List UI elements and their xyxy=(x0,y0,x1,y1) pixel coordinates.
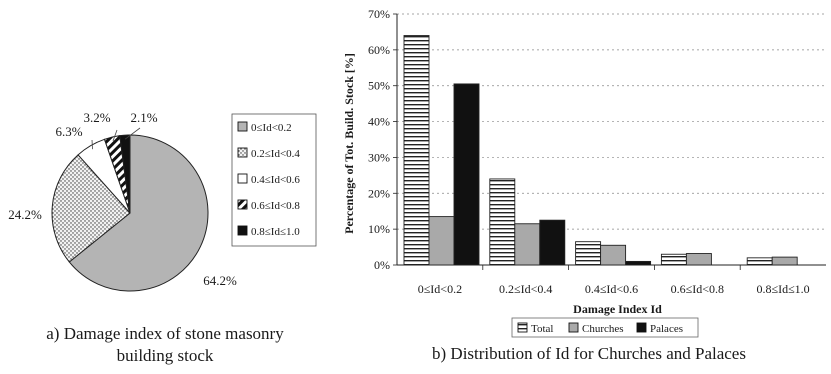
pie-legend: 0≤Id<0.2 0.2≤Id<0.4 0.4≤Id<0.6 0.6≤Id<0.8 0.… xyxy=(231,113,317,247)
bar xyxy=(600,244,627,266)
pie-leader-line xyxy=(112,129,118,142)
pie-caption-line-2: building stock xyxy=(116,346,214,365)
bar-chart: 0% 10% 20% 30% 40% 50% 60% 70% 0≤Id<0.2 0.2≤Id<0.… xyxy=(342,7,826,338)
bar xyxy=(453,83,480,266)
y-axis-title: Percentage of Tot. Build. Stock [%] xyxy=(342,53,356,234)
y-tick-label: 70% xyxy=(368,7,390,21)
bar xyxy=(403,35,430,266)
bar xyxy=(489,178,516,266)
pie-leader-line xyxy=(91,139,93,150)
bar xyxy=(625,260,652,266)
bar xyxy=(660,253,687,266)
bar-caption: b) Distribution of Id for Churches and P… xyxy=(432,344,746,363)
bar xyxy=(514,223,541,266)
bar xyxy=(746,257,773,266)
y-tick-label: 60% xyxy=(368,43,390,57)
legend-label: Total xyxy=(531,323,553,335)
pie-leader-line xyxy=(124,127,141,140)
legend-label: 0≤Id<0.2 xyxy=(251,122,292,134)
bar xyxy=(685,253,712,266)
pie-chart xyxy=(51,134,209,292)
pie-slice xyxy=(51,154,131,263)
legend-label: 0.8≤Id≤1.0 xyxy=(251,226,300,238)
bar xyxy=(771,256,798,266)
pie-slice-labels: 64.2% 24.2% 6.3%3.2% 2.1% xyxy=(8,110,237,288)
pie-slice-label: 3.2% xyxy=(83,110,110,125)
x-tick-label: 0.2≤Id<0.4 xyxy=(499,282,552,296)
legend-label: Churches xyxy=(582,323,624,335)
pie-slice xyxy=(68,134,209,292)
legend-swatch xyxy=(568,322,579,333)
legend-label: 0.4≤Id<0.6 xyxy=(251,174,300,186)
pie-slice-label: 64.2% xyxy=(203,273,237,288)
x-tick-label: 0≤Id<0.2 xyxy=(418,282,462,296)
legend-swatch xyxy=(237,147,248,158)
y-tick-label: 0% xyxy=(374,258,390,272)
legend-swatch xyxy=(237,199,248,210)
x-tick-label: 0.4≤Id<0.6 xyxy=(585,282,638,296)
legend-swatch xyxy=(237,225,248,236)
y-tick-label: 10% xyxy=(368,222,390,236)
y-tick-label: 40% xyxy=(368,115,390,129)
y-tick-label: 20% xyxy=(368,186,390,200)
legend-swatch xyxy=(237,173,248,184)
legend-label: 0.6≤Id<0.8 xyxy=(251,200,300,212)
x-tick-label: 0.8≤Id≤1.0 xyxy=(757,282,810,296)
x-axis-title: Damage Index Id xyxy=(573,302,662,316)
legend-swatch xyxy=(517,322,528,333)
y-tick-label: 30% xyxy=(368,150,390,164)
pie-slice xyxy=(119,134,131,214)
pie-caption: a) Damage index of stone masonry buildin… xyxy=(10,323,320,367)
bar-legend-box xyxy=(511,317,699,338)
pie-caption-line-1: a) Damage index of stone masonry xyxy=(46,324,284,343)
bar xyxy=(539,219,566,266)
legend-label: 0.2≤Id<0.4 xyxy=(251,148,300,160)
bar xyxy=(428,216,455,266)
legend-swatch xyxy=(636,322,647,333)
pie-slice-label: 24.2% xyxy=(8,207,42,222)
pie-slice-label: 6.3% xyxy=(55,124,82,139)
legend-swatch xyxy=(237,121,248,132)
x-tick-label: 0.6≤Id<0.8 xyxy=(671,282,724,296)
bar-legend: Total Churches Palaces xyxy=(511,317,699,338)
pie-slice-label: 2.1% xyxy=(130,110,157,125)
y-tick-label: 50% xyxy=(368,79,390,93)
legend-label: Palaces xyxy=(650,323,683,335)
bar xyxy=(575,241,602,266)
